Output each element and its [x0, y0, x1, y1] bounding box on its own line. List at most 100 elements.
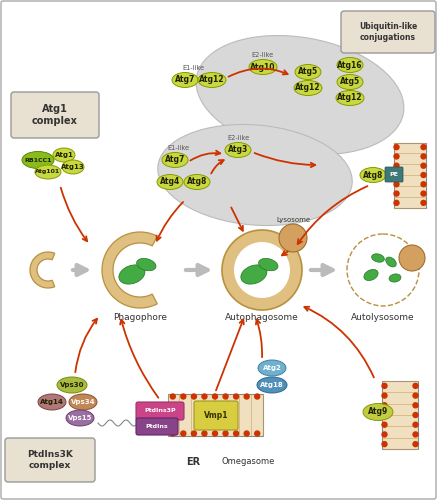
Ellipse shape — [258, 360, 286, 376]
Circle shape — [399, 245, 425, 271]
Ellipse shape — [184, 174, 210, 190]
Ellipse shape — [389, 274, 401, 282]
Ellipse shape — [198, 72, 226, 88]
Text: Atg5: Atg5 — [340, 78, 360, 86]
Circle shape — [421, 191, 426, 196]
Ellipse shape — [172, 72, 198, 88]
Text: Vps30: Vps30 — [60, 382, 84, 388]
Circle shape — [244, 431, 249, 436]
FancyBboxPatch shape — [382, 381, 418, 449]
Ellipse shape — [22, 152, 54, 168]
Text: Atg14: Atg14 — [40, 399, 64, 405]
Circle shape — [382, 393, 387, 398]
Circle shape — [394, 191, 399, 196]
Text: PE: PE — [389, 172, 399, 177]
Ellipse shape — [371, 254, 385, 262]
Circle shape — [413, 384, 418, 388]
Text: E2-like: E2-like — [252, 52, 274, 58]
FancyBboxPatch shape — [385, 167, 403, 182]
Text: PtdIns3K
complex: PtdIns3K complex — [27, 450, 73, 469]
Circle shape — [394, 182, 399, 187]
Circle shape — [222, 230, 302, 310]
Ellipse shape — [259, 258, 278, 271]
Ellipse shape — [241, 265, 267, 284]
Ellipse shape — [225, 142, 251, 158]
Ellipse shape — [295, 64, 321, 80]
Circle shape — [347, 234, 419, 306]
Text: Atg8: Atg8 — [187, 178, 207, 186]
Circle shape — [234, 394, 239, 399]
Circle shape — [421, 144, 426, 150]
Circle shape — [223, 431, 228, 436]
Ellipse shape — [386, 257, 396, 267]
Polygon shape — [102, 232, 157, 308]
Text: RB1CC1: RB1CC1 — [24, 158, 52, 162]
Text: Atg4: Atg4 — [160, 178, 180, 186]
FancyBboxPatch shape — [136, 418, 178, 435]
Ellipse shape — [137, 258, 156, 271]
Circle shape — [234, 242, 290, 298]
FancyBboxPatch shape — [11, 92, 99, 138]
Circle shape — [382, 384, 387, 388]
Text: Atg9: Atg9 — [368, 408, 388, 416]
Text: Atg12: Atg12 — [295, 84, 321, 92]
Circle shape — [394, 200, 399, 205]
Circle shape — [413, 393, 418, 398]
Text: PtdIns: PtdIns — [146, 424, 168, 430]
Text: Atg3: Atg3 — [228, 146, 248, 154]
Ellipse shape — [119, 265, 145, 284]
Text: E1-like: E1-like — [167, 145, 189, 151]
Ellipse shape — [38, 394, 66, 410]
Text: Phagophore: Phagophore — [113, 314, 167, 322]
FancyBboxPatch shape — [341, 11, 435, 53]
Text: Autophagosome: Autophagosome — [225, 314, 299, 322]
Circle shape — [394, 144, 399, 150]
Circle shape — [382, 412, 387, 418]
Text: Atg7: Atg7 — [165, 156, 185, 164]
Circle shape — [170, 431, 175, 436]
Polygon shape — [30, 252, 55, 288]
Ellipse shape — [66, 410, 94, 426]
Text: Atg7: Atg7 — [175, 76, 195, 84]
Circle shape — [223, 394, 228, 399]
Ellipse shape — [53, 148, 75, 162]
Text: PtdIns3P: PtdIns3P — [144, 408, 176, 414]
Text: Atg10: Atg10 — [250, 62, 276, 72]
Text: Autolysosome: Autolysosome — [351, 314, 415, 322]
Circle shape — [421, 172, 426, 178]
Text: Vps15: Vps15 — [68, 415, 92, 421]
Circle shape — [413, 432, 418, 437]
Circle shape — [413, 403, 418, 408]
Ellipse shape — [62, 160, 84, 174]
Ellipse shape — [364, 270, 378, 280]
Circle shape — [212, 394, 218, 399]
Ellipse shape — [35, 165, 61, 179]
Circle shape — [181, 431, 186, 436]
Circle shape — [394, 154, 399, 159]
Ellipse shape — [196, 36, 404, 154]
Circle shape — [394, 172, 399, 178]
Circle shape — [413, 412, 418, 418]
Text: Atg8: Atg8 — [363, 170, 383, 179]
Circle shape — [421, 182, 426, 187]
Ellipse shape — [337, 58, 363, 72]
Circle shape — [394, 163, 399, 168]
Text: Atg2: Atg2 — [263, 365, 281, 371]
Ellipse shape — [257, 377, 287, 393]
Text: Atg12: Atg12 — [337, 94, 363, 102]
Circle shape — [191, 431, 196, 436]
FancyBboxPatch shape — [5, 438, 95, 482]
Ellipse shape — [249, 60, 277, 74]
Text: Atg12: Atg12 — [199, 76, 225, 84]
Ellipse shape — [294, 80, 322, 96]
Text: Atg13: Atg13 — [61, 164, 85, 170]
Circle shape — [255, 394, 260, 399]
Text: Vps34: Vps34 — [71, 399, 95, 405]
Ellipse shape — [162, 152, 188, 168]
Text: Vmp1: Vmp1 — [204, 410, 228, 420]
Ellipse shape — [157, 174, 183, 190]
Text: ER: ER — [186, 457, 200, 467]
Text: E1-like: E1-like — [182, 65, 204, 71]
FancyBboxPatch shape — [167, 394, 263, 436]
Text: Atg18: Atg18 — [260, 382, 284, 388]
